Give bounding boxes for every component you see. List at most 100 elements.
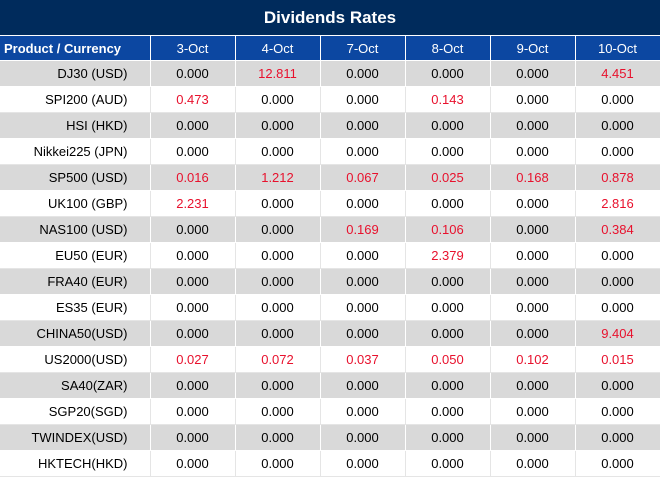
rate-cell: 0.000	[405, 294, 491, 321]
rate-cell: 0.473	[150, 86, 236, 113]
rate-cell: 0.000	[575, 450, 660, 477]
rate-cell: 0.000	[405, 450, 491, 477]
rate-cell: 0.000	[235, 242, 321, 269]
rate-cell: 0.000	[405, 138, 491, 165]
dividends-table: Product / Currency 3-Oct 4-Oct 7-Oct 8-O…	[0, 36, 660, 477]
rate-cell: 0.000	[490, 450, 576, 477]
rate-cell: 0.000	[150, 268, 236, 295]
table-row: UK100 (GBP) 2.231 0.000 0.000 0.000 0.000 2.81…	[0, 190, 660, 217]
rate-cell: 0.000	[490, 242, 576, 269]
rate-cell: 0.000	[320, 60, 406, 87]
rate-cell: 0.000	[490, 372, 576, 399]
header-date: 9-Oct	[490, 36, 576, 61]
rate-cell: 0.016	[150, 164, 236, 191]
rate-cell: 0.000	[490, 216, 576, 243]
product-name-cell: CHINA50(USD)	[0, 320, 151, 347]
rate-cell: 0.000	[150, 242, 236, 269]
table-row: HKTECH(HKD) 0.000 0.000 0.000 0.000 0.000 0.00…	[0, 450, 660, 477]
table-row: Nikkei225 (JPN) 0.000 0.000 0.000 0.000 0.000…	[0, 138, 660, 165]
product-name-cell: FRA40 (EUR)	[0, 268, 151, 295]
header-date: 8-Oct	[405, 36, 491, 61]
rate-cell: 0.000	[575, 372, 660, 399]
rate-cell: 0.000	[320, 424, 406, 451]
rate-cell: 0.000	[150, 320, 236, 347]
table-row: HSI (HKD) 0.000 0.000 0.000 0.000 0.000 0.000	[0, 112, 660, 139]
table-row: SGP20(SGD) 0.000 0.000 0.000 0.000 0.000 0.000	[0, 398, 660, 425]
rate-cell: 0.067	[320, 164, 406, 191]
rate-cell: 0.000	[150, 424, 236, 451]
rate-cell: 0.000	[235, 372, 321, 399]
rate-cell: 0.000	[150, 216, 236, 243]
rate-cell: 0.169	[320, 216, 406, 243]
header-date: 10-Oct	[575, 36, 660, 61]
rate-cell: 0.000	[235, 424, 321, 451]
header-date: 4-Oct	[235, 36, 321, 61]
rate-cell: 0.027	[150, 346, 236, 373]
header-product-currency: Product / Currency	[0, 36, 151, 61]
rate-cell: 0.000	[320, 86, 406, 113]
rate-cell: 0.000	[235, 190, 321, 217]
rate-cell: 0.000	[235, 450, 321, 477]
rate-cell: 0.000	[405, 190, 491, 217]
rate-cell: 0.102	[490, 346, 576, 373]
rate-cell: 0.000	[235, 86, 321, 113]
rate-cell: 0.000	[150, 398, 236, 425]
rate-cell: 0.000	[575, 268, 660, 295]
product-name-cell: Nikkei225 (JPN)	[0, 138, 151, 165]
rate-cell: 0.000	[490, 86, 576, 113]
rate-cell: 12.811	[235, 60, 321, 87]
rate-cell: 0.000	[575, 294, 660, 321]
rate-cell: 0.000	[320, 190, 406, 217]
rate-cell: 1.212	[235, 164, 321, 191]
rate-cell: 0.025	[405, 164, 491, 191]
rate-cell: 0.000	[405, 398, 491, 425]
rate-cell: 0.000	[320, 320, 406, 347]
rate-cell: 0.000	[320, 398, 406, 425]
rate-cell: 0.000	[490, 320, 576, 347]
rate-cell: 0.000	[575, 242, 660, 269]
rate-cell: 0.000	[150, 60, 236, 87]
product-name-cell: DJ30 (USD)	[0, 60, 151, 87]
rate-cell: 0.000	[320, 242, 406, 269]
rate-cell: 4.451	[575, 60, 660, 87]
rate-cell: 0.000	[490, 60, 576, 87]
header-row: Product / Currency 3-Oct 4-Oct 7-Oct 8-O…	[0, 36, 660, 61]
rate-cell: 0.000	[320, 450, 406, 477]
rate-cell: 0.000	[490, 112, 576, 139]
rate-cell: 0.050	[405, 346, 491, 373]
table-title: Dividends Rates	[0, 0, 660, 36]
product-name-cell: SA40(ZAR)	[0, 372, 151, 399]
table-header: Product / Currency 3-Oct 4-Oct 7-Oct 8-O…	[0, 36, 660, 61]
product-name-cell: HSI (HKD)	[0, 112, 151, 139]
rate-cell: 0.000	[405, 424, 491, 451]
rate-cell: 0.000	[235, 398, 321, 425]
rate-cell: 0.000	[320, 372, 406, 399]
rate-cell: 0.000	[320, 138, 406, 165]
product-name-cell: EU50 (EUR)	[0, 242, 151, 269]
rate-cell: 0.000	[320, 268, 406, 295]
rate-cell: 2.379	[405, 242, 491, 269]
rate-cell: 0.106	[405, 216, 491, 243]
rate-cell: 0.000	[235, 216, 321, 243]
rate-cell: 9.404	[575, 320, 660, 347]
rate-cell: 0.000	[235, 294, 321, 321]
rate-cell: 0.384	[575, 216, 660, 243]
rate-cell: 0.000	[575, 398, 660, 425]
product-name-cell: HKTECH(HKD)	[0, 450, 151, 477]
rate-cell: 0.000	[150, 138, 236, 165]
table-row: FRA40 (EUR) 0.000 0.000 0.000 0.000 0.000 0.00…	[0, 268, 660, 295]
table-row: DJ30 (USD) 0.000 12.811 0.000 0.000 0.000 4.45…	[0, 60, 660, 87]
rate-cell: 0.000	[490, 190, 576, 217]
table-row: EU50 (EUR) 0.000 0.000 0.000 2.379 0.000 0.000	[0, 242, 660, 269]
rate-cell: 0.000	[150, 294, 236, 321]
table-row: ES35 (EUR) 0.000 0.000 0.000 0.000 0.000 0.000	[0, 294, 660, 321]
rate-cell: 0.000	[235, 320, 321, 347]
table-row: SP500 (USD) 0.016 1.212 0.067 0.025 0.168 0.87…	[0, 164, 660, 191]
product-name-cell: US2000(USD)	[0, 346, 151, 373]
rate-cell: 0.000	[320, 294, 406, 321]
rate-cell: 0.000	[490, 398, 576, 425]
rate-cell: 0.000	[235, 268, 321, 295]
rate-cell: 0.000	[405, 268, 491, 295]
header-date: 7-Oct	[320, 36, 406, 61]
